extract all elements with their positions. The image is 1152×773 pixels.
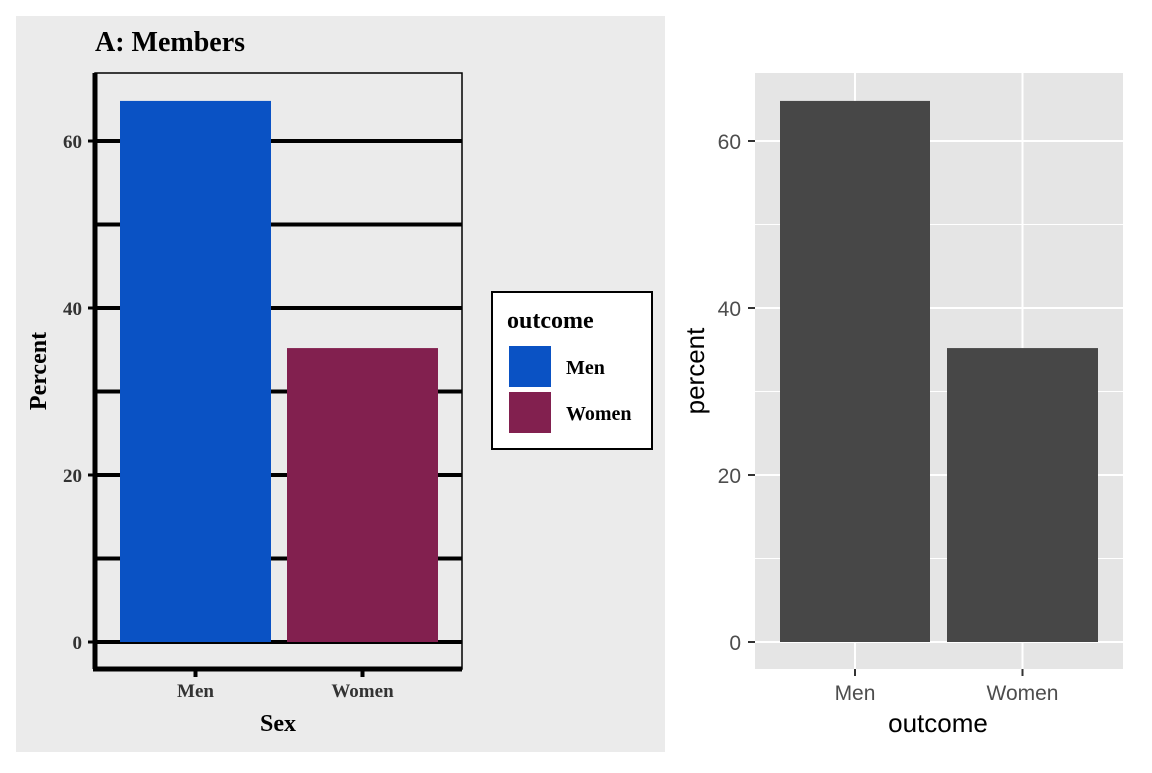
right-y-tick-label: 60: [718, 131, 741, 154]
right-x-tick-label: Men: [835, 682, 876, 705]
legend-title: outcome: [507, 308, 594, 334]
left-y-axis-title: Percent: [26, 332, 52, 410]
left-x-tick-label: Men: [177, 681, 214, 702]
right-y-tick-label: 40: [718, 298, 741, 321]
left-y-tick-label: 20: [63, 466, 82, 487]
left-bar-men: [120, 100, 271, 643]
right-y-tick-label: 0: [729, 632, 741, 655]
right-y-tick-label: 20: [718, 465, 741, 488]
right-bar-men: [780, 100, 930, 643]
right-bar-women: [947, 348, 1098, 642]
left-y-tick-label: 0: [73, 633, 83, 654]
right-x-axis-title: outcome: [888, 708, 988, 738]
left-y-tick-label: 60: [63, 132, 82, 153]
right-y-axis-title: percent: [680, 327, 710, 414]
left-chart-title: A: Members: [95, 27, 245, 58]
legend-key-men: [509, 346, 551, 387]
left-x-tick-label: Women: [331, 681, 394, 702]
legend-key-women: [509, 392, 551, 433]
legend-label-men: Men: [566, 357, 605, 379]
right-x-tick-label: Women: [987, 682, 1059, 705]
left-x-axis-title: Sex: [260, 711, 296, 737]
left-y-tick-label: 40: [63, 299, 82, 320]
legend-label-women: Women: [566, 403, 632, 425]
left-bar-women: [287, 348, 438, 642]
